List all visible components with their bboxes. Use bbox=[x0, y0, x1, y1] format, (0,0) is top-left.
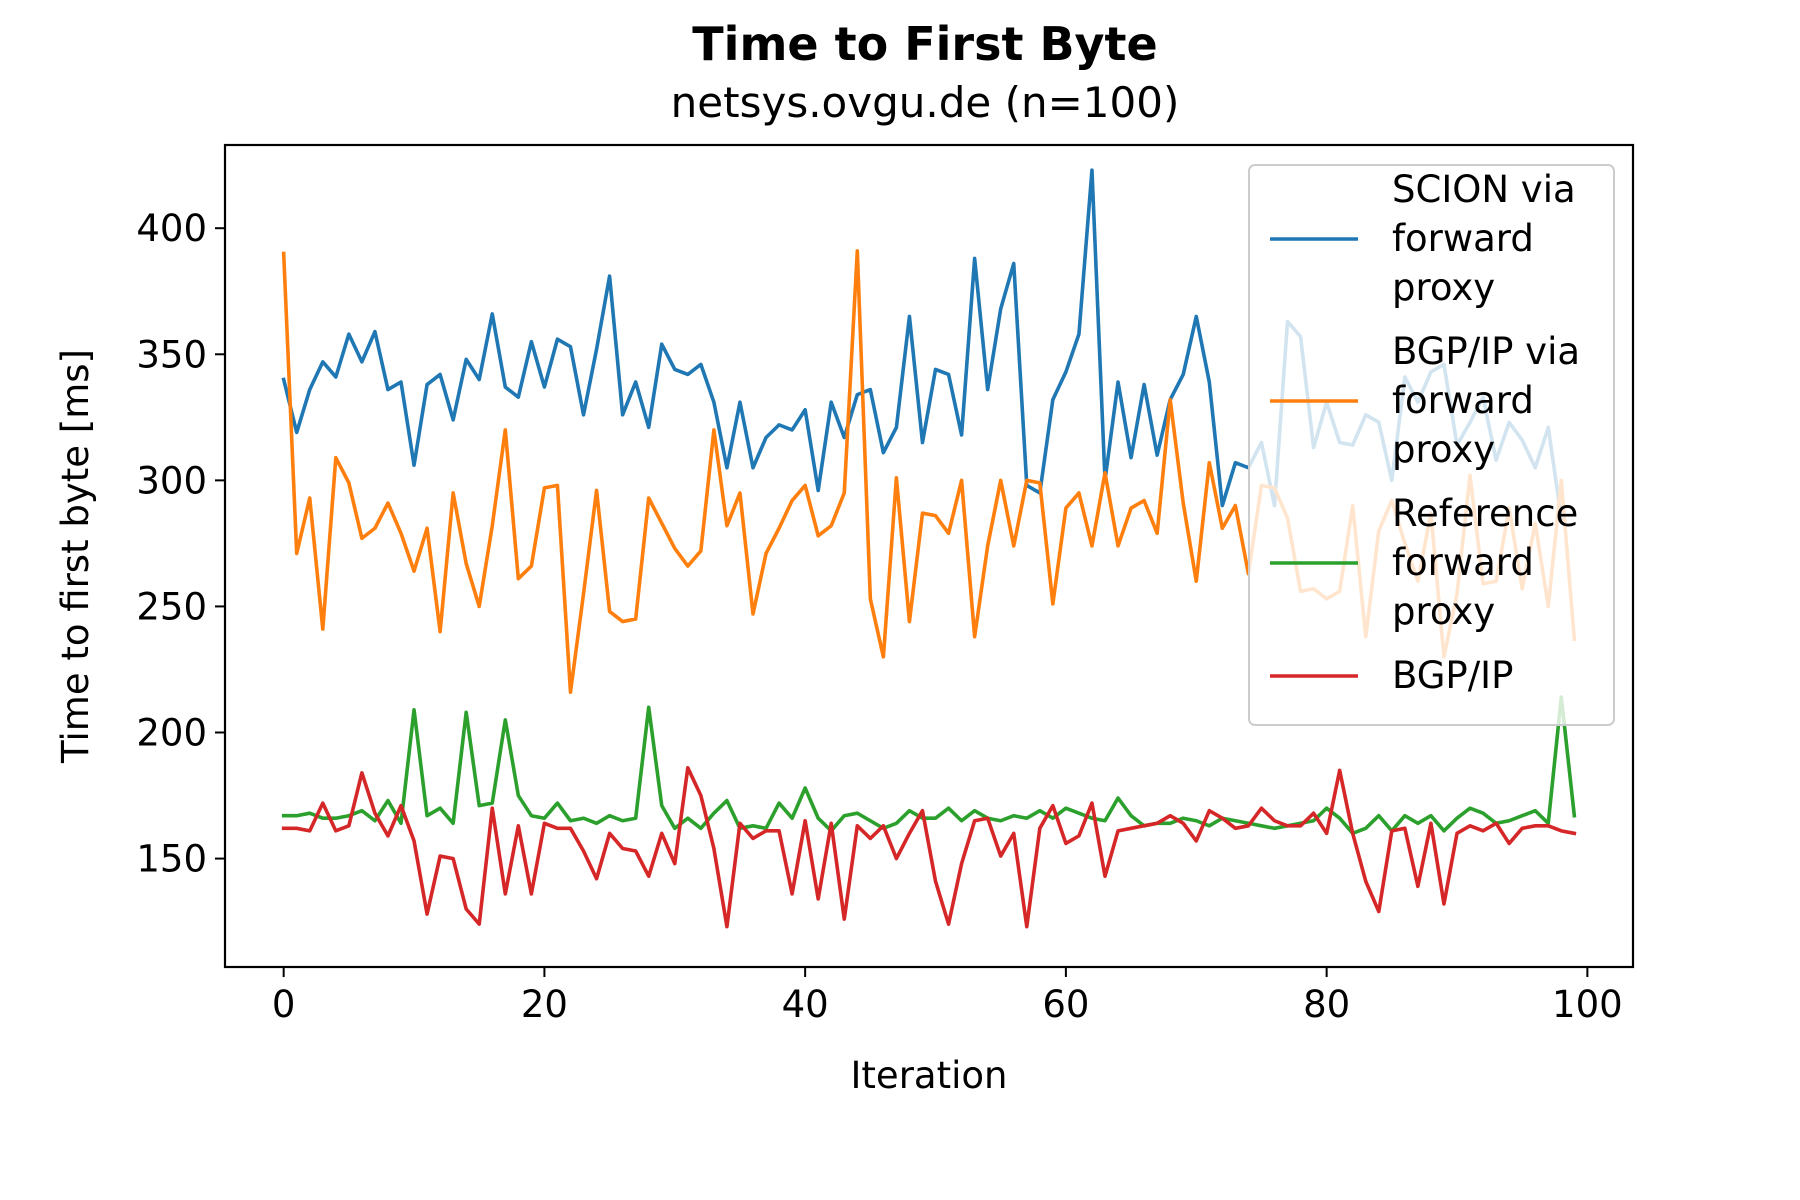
y-tick-label-3: 300 bbox=[136, 459, 207, 502]
y-axis-label: Time to first byte [ms] bbox=[54, 349, 97, 764]
series-line-3 bbox=[281, 765, 1577, 929]
legend: SCION via forward proxy BGP/IP via forward pr… bbox=[1248, 164, 1615, 726]
legend-label-1: BGP/IP via forward proxy bbox=[1392, 330, 1580, 471]
y-tick-label-5: 400 bbox=[136, 207, 207, 250]
y-tick-label-1: 200 bbox=[136, 712, 207, 755]
x-axis-label: Iteration bbox=[851, 1054, 1008, 1097]
y-tick-label-2: 250 bbox=[136, 585, 207, 628]
y-axis-ticks: 150 200 250 300 350 400 bbox=[136, 207, 225, 881]
x-axis-ticks: 0 20 40 60 80 100 bbox=[272, 967, 1623, 1026]
x-tick-label-5: 100 bbox=[1552, 983, 1623, 1026]
chart-subtitle: netsys.ovgu.de (n=100) bbox=[671, 78, 1180, 127]
legend-label-3: BGP/IP bbox=[1392, 654, 1513, 697]
legend-box bbox=[1248, 164, 1615, 726]
plot-frame bbox=[223, 143, 1635, 969]
x-tick-label-4: 80 bbox=[1303, 983, 1350, 1026]
series-line-2 bbox=[281, 695, 1577, 836]
legend-label-0: SCION via forward proxy bbox=[1392, 168, 1576, 309]
legend-label-2: Reference forward proxy bbox=[1392, 492, 1578, 633]
x-tick-label-3: 60 bbox=[1042, 983, 1089, 1026]
y-tick-label-4: 350 bbox=[136, 333, 207, 376]
y-tick-label-0: 150 bbox=[136, 838, 207, 881]
chart-title: Time to First Byte bbox=[692, 17, 1157, 71]
x-tick-label-0: 0 bbox=[272, 983, 296, 1026]
x-tick-label-1: 20 bbox=[521, 983, 568, 1026]
x-tick-label-2: 40 bbox=[782, 983, 829, 1026]
